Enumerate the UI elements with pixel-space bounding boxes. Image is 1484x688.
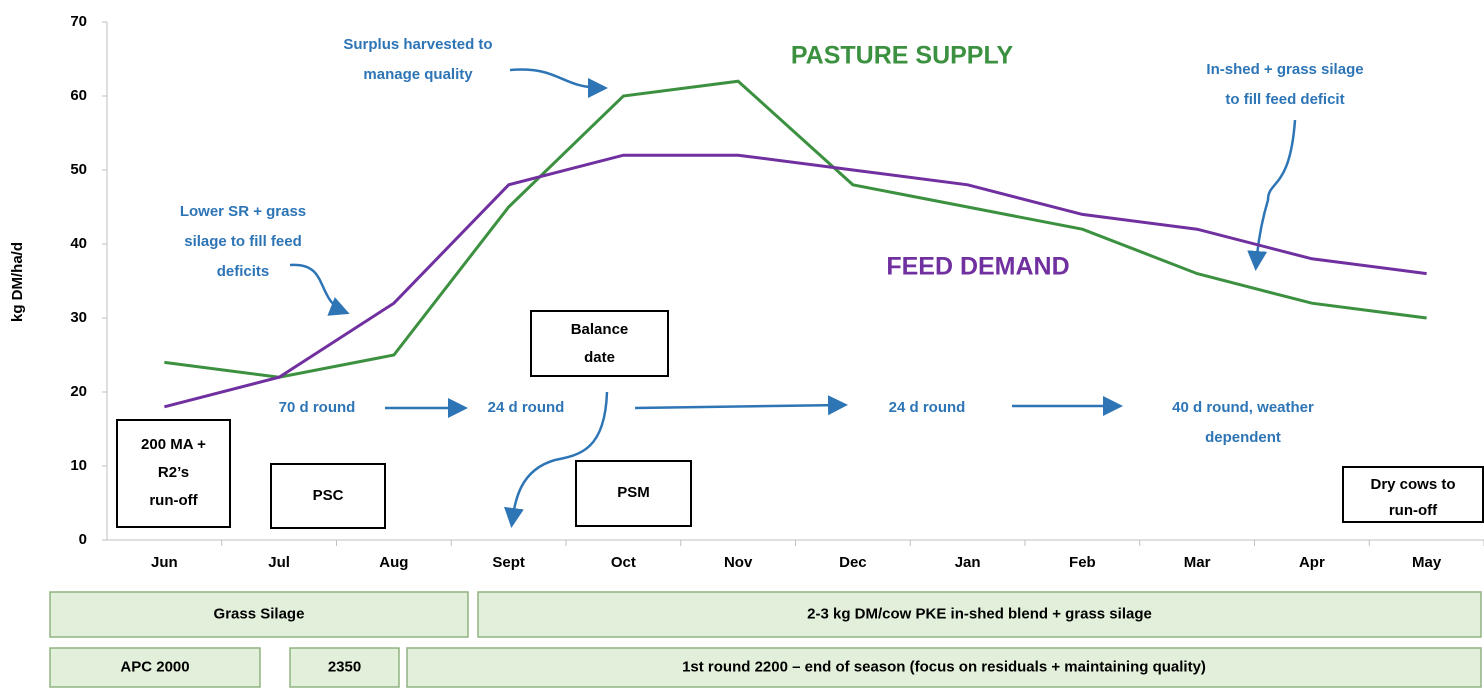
- note-box: [530, 310, 669, 377]
- annotation: deficits: [217, 263, 270, 280]
- plan-text: Grass Silage: [214, 605, 305, 622]
- x-tick-label: May: [1412, 554, 1442, 571]
- series-line: [164, 153, 1427, 409]
- annotation: to fill feed deficit: [1225, 91, 1344, 108]
- y-axis-label: kg DM/ha/d: [9, 242, 26, 322]
- note-text: Dry cows to: [1370, 476, 1455, 493]
- x-tick-label: Apr: [1299, 554, 1325, 571]
- note-text: run-off: [149, 492, 198, 509]
- plan-cell: [49, 591, 469, 638]
- note-text: PSM: [617, 484, 650, 501]
- x-tick-label: Aug: [379, 554, 408, 571]
- x-tick-label: Dec: [839, 554, 867, 571]
- x-tick-label: Sept: [492, 554, 525, 571]
- plan-cell: [49, 647, 261, 688]
- y-tick-label: 70: [70, 13, 87, 30]
- note-text: R2’s: [158, 464, 189, 481]
- series-label: FEED DEMAND: [886, 253, 1069, 281]
- x-tick-label: Oct: [611, 554, 636, 571]
- arrow: [509, 68, 608, 98]
- annotation: In-shed + grass silage: [1206, 61, 1363, 78]
- arrow: [634, 395, 848, 416]
- annotation: silage to fill feed: [184, 233, 302, 250]
- arrow: [289, 263, 350, 316]
- series-line: [164, 79, 1427, 379]
- annotation: dependent: [1205, 429, 1281, 446]
- annotation: Lower SR + grass: [180, 203, 306, 220]
- annotation: 70 d round: [279, 399, 356, 416]
- y-tick-label: 10: [70, 457, 87, 474]
- plan-cell: [289, 647, 400, 688]
- annotation: Surplus harvested to: [343, 36, 492, 53]
- plan-text: 1st round 2200 – end of season (focus on…: [682, 658, 1206, 675]
- note-box: [116, 419, 231, 528]
- series-label: PASTURE SUPPLY: [791, 42, 1014, 70]
- note-box: [1342, 466, 1484, 523]
- y-tick-label: 30: [70, 309, 87, 326]
- arrows: [289, 68, 1297, 528]
- note-box: [270, 463, 386, 529]
- annotation: 40 d round, weather: [1172, 399, 1314, 416]
- y-tick-label: 0: [79, 531, 87, 548]
- annotation: 24 d round: [889, 399, 966, 416]
- x-tick-label: Jun: [151, 554, 178, 571]
- plan-text: APC 2000: [120, 658, 189, 675]
- x-tick-label: Nov: [724, 554, 753, 571]
- arrow: [1247, 119, 1297, 271]
- x-tick-label: Jan: [955, 554, 981, 571]
- annotation: manage quality: [363, 66, 473, 83]
- y-tick-label: 50: [70, 161, 87, 178]
- note-box: [575, 460, 692, 527]
- plan-cell: [406, 647, 1482, 688]
- y-tick-label: 60: [70, 87, 87, 104]
- y-tick-label: 40: [70, 235, 87, 252]
- note-text: Balance: [571, 321, 629, 338]
- plan-cell: [477, 591, 1482, 638]
- y-tick-label: 20: [70, 383, 87, 400]
- x-tick-label: Mar: [1184, 554, 1211, 571]
- annotation: 24 d round: [488, 399, 565, 416]
- x-tick-label: Jul: [268, 554, 290, 571]
- arrow: [504, 391, 609, 528]
- plan-text: 2350: [328, 658, 361, 675]
- x-tick-label: Feb: [1069, 554, 1096, 571]
- note-text: date: [584, 349, 615, 366]
- note-text: 200 MA +: [141, 436, 206, 453]
- plan-text: 2-3 kg DM/cow PKE in-shed blend + grass …: [807, 605, 1152, 622]
- note-text: run-off: [1389, 502, 1438, 519]
- note-text: PSC: [313, 487, 344, 504]
